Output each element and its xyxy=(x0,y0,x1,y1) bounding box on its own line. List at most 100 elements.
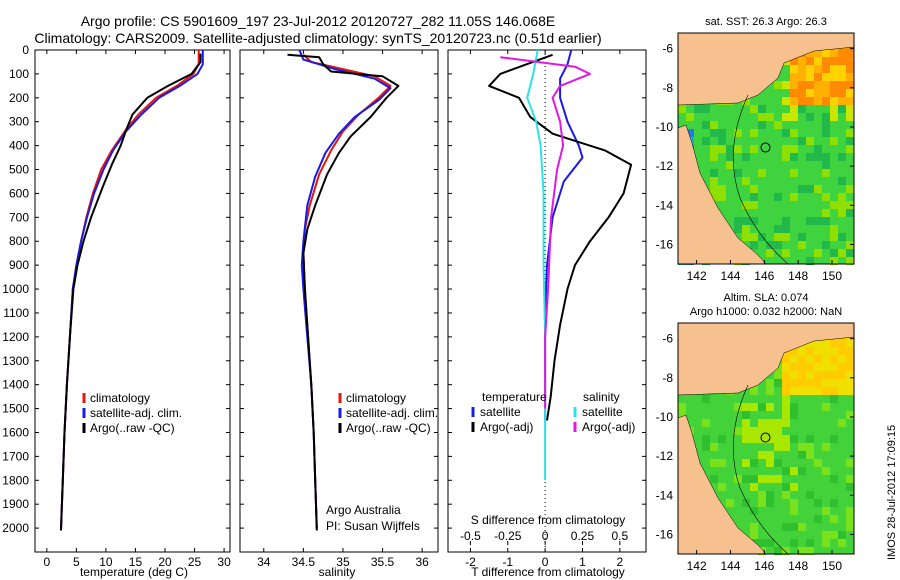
map-field-cell xyxy=(846,89,854,97)
map-field-cell xyxy=(774,459,782,467)
map-field-cell xyxy=(838,209,846,217)
map-field-cell xyxy=(806,355,814,363)
map-field-cell xyxy=(750,483,758,491)
map-field-cell xyxy=(782,153,790,161)
map-field-cell xyxy=(782,217,790,225)
map-field-cell xyxy=(798,137,806,145)
map-field-cell xyxy=(846,97,854,105)
x-tick-label: 0.5 xyxy=(612,529,629,543)
map-field-cell xyxy=(806,443,814,451)
map-x-tick-label: 144 xyxy=(720,559,740,573)
map-field-cell xyxy=(790,467,798,475)
map-field-cell xyxy=(798,185,806,193)
map-field-cell xyxy=(710,121,718,129)
x-tick-label: 34 xyxy=(257,555,271,569)
legend-label: Argo(..raw -QC) xyxy=(90,421,175,435)
map-field-cell xyxy=(750,217,758,225)
map-field-cell xyxy=(766,249,774,257)
map-field-cell xyxy=(678,403,686,411)
map-field-cell xyxy=(814,153,822,161)
series-line-s-argo-adj- xyxy=(500,56,591,409)
map-field-cell xyxy=(766,419,774,427)
map-field-cell xyxy=(750,193,758,201)
map-field-cell xyxy=(822,209,830,217)
map-field-cell xyxy=(822,371,830,379)
depth-tick-label: 1900 xyxy=(2,497,29,511)
map-field-cell xyxy=(686,113,694,121)
map-field-cell xyxy=(710,475,718,483)
map-field-cell xyxy=(822,73,830,81)
map-field-cell xyxy=(782,81,790,89)
map-field-cell xyxy=(822,387,830,395)
salinity-ticks: 34 34.5 35 35.5 36 xyxy=(257,50,429,569)
map-field-cell xyxy=(838,177,846,185)
map-field-cell xyxy=(830,515,838,523)
map-field-cell xyxy=(806,379,814,387)
map-field-cell xyxy=(750,145,758,153)
map-field-cell xyxy=(710,193,718,201)
side-timestamp: IMOS 28-Jul-2012 17:09:15 xyxy=(886,425,898,560)
map-field-cell xyxy=(798,443,806,451)
map-field-cell xyxy=(790,371,798,379)
map-field-cell xyxy=(774,547,782,555)
map-field-cell xyxy=(798,371,806,379)
map-field-cell xyxy=(806,371,814,379)
map-field-cell xyxy=(830,105,838,113)
map-y-tick-label: -12 xyxy=(656,159,674,173)
map-field-cell xyxy=(782,435,790,443)
map-field-cell xyxy=(758,233,766,241)
map-field-cell xyxy=(838,49,846,57)
series-line-argo-raw-qc- xyxy=(287,53,400,531)
sla-map-panel: Altim. SLA: 0.074 Argo h1000: 0.032 h200… xyxy=(656,292,855,573)
map-field-cell xyxy=(838,89,846,97)
map-field-cell xyxy=(838,387,846,395)
map-field-cell xyxy=(822,113,830,121)
map-field-cell xyxy=(822,121,830,129)
map-field-cell xyxy=(742,419,750,427)
map-field-cell xyxy=(758,113,766,121)
x-tick-label: 10 xyxy=(99,555,113,569)
sla-map-frame xyxy=(677,322,855,555)
legend-label: satellite xyxy=(582,405,623,419)
map-field-cell xyxy=(734,403,742,411)
map-x-tick-label: 146 xyxy=(754,559,774,573)
map-field-cell xyxy=(846,379,854,387)
map-field-cell xyxy=(782,403,790,411)
sla-field xyxy=(677,322,855,555)
s-difference-xlabel: S difference from climatology xyxy=(471,513,626,527)
map-field-cell xyxy=(846,105,854,113)
map-field-cell xyxy=(774,371,782,379)
map-field-cell xyxy=(814,379,822,387)
map-field-cell xyxy=(846,363,854,371)
x-tick-label: 0 xyxy=(542,529,549,543)
map-field-cell xyxy=(702,443,710,451)
map-y-tick-label: -16 xyxy=(656,527,674,541)
map-field-cell xyxy=(774,427,782,435)
map-field-cell xyxy=(766,459,774,467)
map-field-cell xyxy=(710,459,718,467)
map-field-cell xyxy=(774,193,782,201)
x-tick-label: 25 xyxy=(188,555,202,569)
map-field-cell xyxy=(798,81,806,89)
x-tick-label: 34.5 xyxy=(292,555,316,569)
map-field-cell xyxy=(814,89,822,97)
map-field-cell xyxy=(814,347,822,355)
salinity-series xyxy=(287,49,400,531)
map-field-cell xyxy=(758,105,766,113)
map-field-cell xyxy=(830,499,838,507)
map-field-cell xyxy=(822,241,830,249)
depth-tick-label: 0 xyxy=(22,43,29,57)
map-field-cell xyxy=(822,217,830,225)
map-field-cell xyxy=(830,113,838,121)
map-field-cell xyxy=(822,379,830,387)
map-field-cell xyxy=(782,225,790,233)
map-field-cell xyxy=(846,411,854,419)
map-field-cell xyxy=(774,419,782,427)
map-field-cell xyxy=(830,249,838,257)
map-field-cell xyxy=(782,233,790,241)
map-field-cell xyxy=(742,427,750,435)
map-field-cell xyxy=(758,539,766,547)
map-field-cell xyxy=(846,209,854,217)
map-field-cell xyxy=(774,233,782,241)
map-field-cell xyxy=(750,507,758,515)
